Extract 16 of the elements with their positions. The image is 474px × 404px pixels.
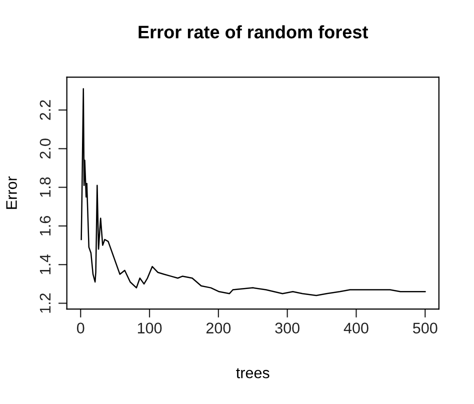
x-tick-label: 100 [138,322,162,334]
x-tick-label: 0 [76,322,84,334]
y-tick-label: 1.2 [40,293,50,313]
chart-title: Error rate of random forest [138,25,368,38]
x-tick-label: 300 [275,322,300,334]
line-series [80,88,426,296]
x-axis-title: trees [236,368,270,378]
x-tick-label: 500 [413,322,438,334]
y-tick-label: 2.2 [40,100,50,120]
y-tick-label: 1.4 [40,254,50,274]
y-axis-title: Error [6,176,17,209]
y-tick-label: 1.8 [40,177,51,197]
y-tick-label: 2.0 [40,138,51,159]
x-tick-label: 400 [344,322,368,334]
x-tick-label: 200 [206,322,231,334]
y-tick-label: 1.6 [40,216,51,236]
